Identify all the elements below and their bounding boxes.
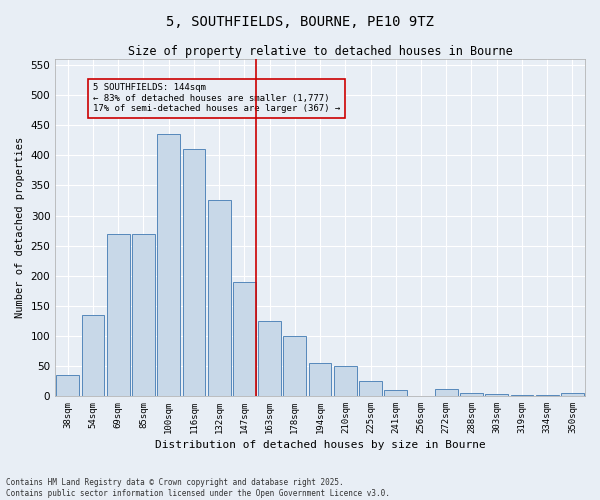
Y-axis label: Number of detached properties: Number of detached properties	[15, 137, 25, 318]
X-axis label: Distribution of detached houses by size in Bourne: Distribution of detached houses by size …	[155, 440, 485, 450]
Bar	[107, 234, 130, 396]
Bar	[258, 321, 281, 396]
Bar	[283, 336, 306, 396]
Bar	[132, 234, 155, 396]
Bar	[182, 150, 205, 396]
Bar	[157, 134, 180, 396]
Bar	[56, 375, 79, 396]
Bar	[334, 366, 356, 396]
Title: Size of property relative to detached houses in Bourne: Size of property relative to detached ho…	[128, 45, 512, 58]
Text: Contains HM Land Registry data © Crown copyright and database right 2025.
Contai: Contains HM Land Registry data © Crown c…	[6, 478, 390, 498]
Bar	[435, 388, 458, 396]
Text: 5 SOUTHFIELDS: 144sqm
← 83% of detached houses are smaller (1,777)
17% of semi-d: 5 SOUTHFIELDS: 144sqm ← 83% of detached …	[93, 83, 340, 113]
Bar	[309, 363, 331, 396]
Bar	[208, 200, 230, 396]
Bar	[233, 282, 256, 396]
Bar	[385, 390, 407, 396]
Bar	[561, 393, 584, 396]
Bar	[359, 381, 382, 396]
Text: 5, SOUTHFIELDS, BOURNE, PE10 9TZ: 5, SOUTHFIELDS, BOURNE, PE10 9TZ	[166, 15, 434, 29]
Bar	[485, 394, 508, 396]
Bar	[511, 394, 533, 396]
Bar	[460, 393, 483, 396]
Bar	[82, 315, 104, 396]
